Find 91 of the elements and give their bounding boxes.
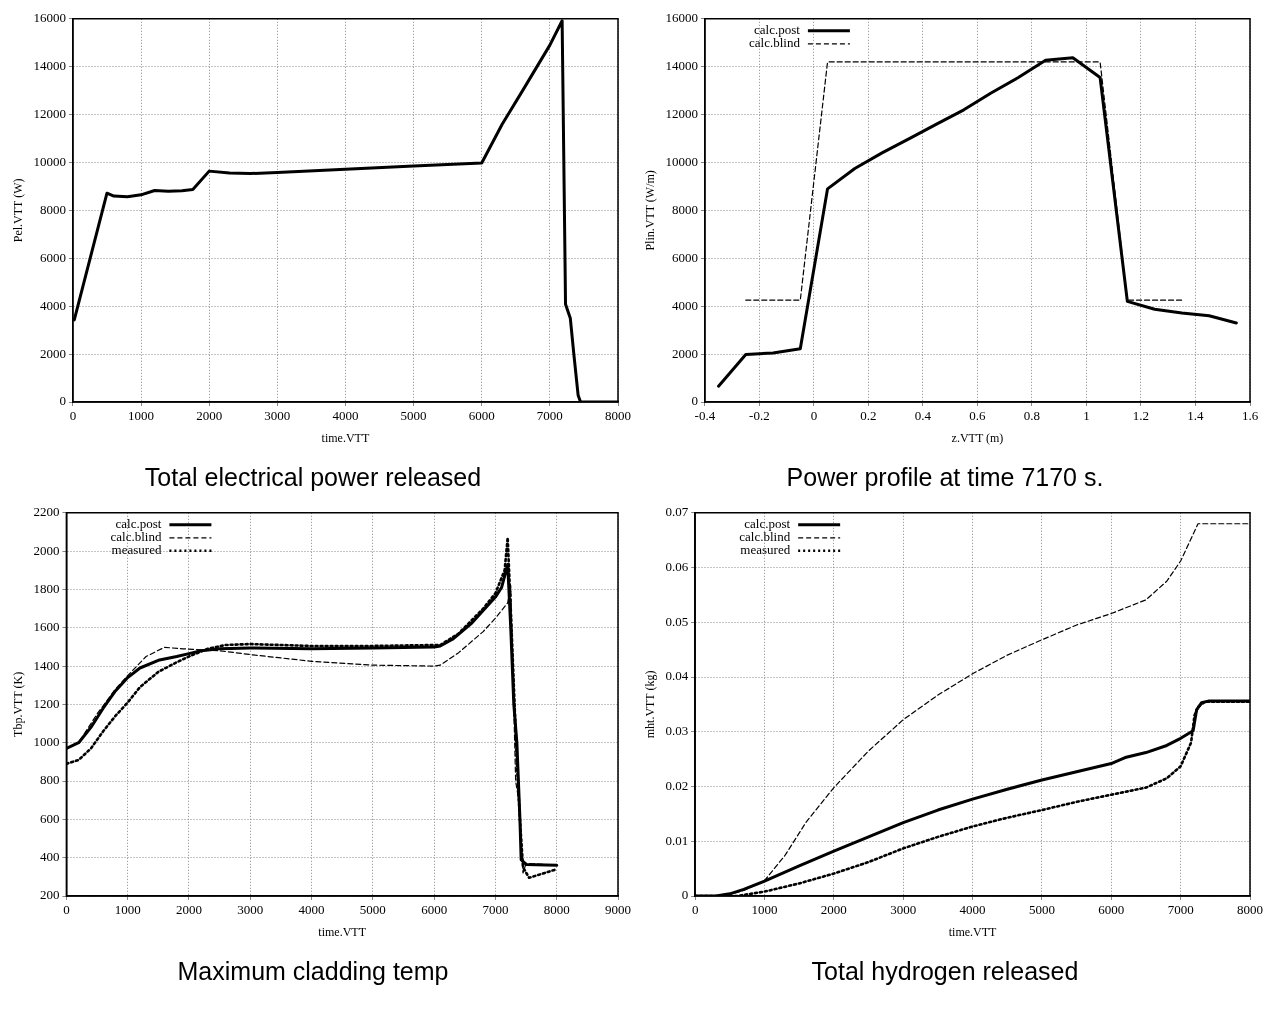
x-tick-label: 5000	[400, 408, 427, 424]
x-tick-label: 2000	[175, 902, 202, 918]
y-tick-label: 12000	[33, 106, 66, 122]
x-tick-label: 7000	[482, 902, 509, 918]
y-tick-label: 16000	[33, 10, 66, 26]
x-tick-label: 4000	[332, 408, 359, 424]
x-tick-label: 8000	[543, 902, 570, 918]
x-tick-label: 6000	[421, 902, 448, 918]
y-tick-label: 200	[39, 887, 60, 903]
text: Power profile at time 7170 s.	[786, 462, 1104, 491]
x-tick-label: 2000	[196, 408, 223, 424]
text: Total hydrogen released	[811, 956, 1079, 985]
y-tick-label: 600	[39, 810, 60, 826]
x-tick-label: 0.8	[1023, 408, 1041, 424]
y-tick-label: 0.05	[665, 613, 689, 629]
y-tick-label: 10000	[33, 153, 66, 169]
text: Maximum cladding temp	[177, 956, 449, 985]
x-tick-label: 1000	[128, 408, 155, 424]
y-tick-label: 0.07	[665, 504, 689, 520]
y-tick-label: 2000	[671, 345, 698, 361]
x-tick-label: 4000	[959, 902, 986, 918]
legend-label: measured	[740, 542, 791, 558]
x-tick-label: 0.6	[969, 408, 987, 424]
x-tick-label: -0.2	[749, 408, 770, 424]
x-tick-label: 1000	[751, 902, 778, 918]
x-tick-label: 0	[810, 408, 818, 424]
y-tick-label: 6000	[671, 249, 698, 265]
legend-label: calc.post	[754, 22, 801, 38]
x-tick-label: 4000	[298, 902, 325, 918]
x-tick-label: 9000	[605, 902, 631, 918]
y-tick-label: 0	[59, 393, 66, 409]
y-tick-label: 2200	[33, 504, 60, 520]
y-tick-label: 1400	[33, 657, 60, 673]
y-tick-label: 1200	[33, 695, 60, 711]
x-tick-label: 1.6	[1241, 408, 1259, 424]
y-tick-label: 14000	[33, 58, 66, 74]
y-tick-label: 400	[39, 849, 60, 865]
y-axis-title: Pel.VTT (W)	[11, 178, 26, 243]
y-tick-label: 800	[39, 772, 60, 788]
legend-label: calc.post	[744, 516, 791, 532]
y-tick-label: 8000	[671, 201, 698, 217]
y-tick-label: 10000	[665, 153, 698, 169]
x-tick-label: 7000	[1167, 902, 1194, 918]
x-tick-label: 1	[1083, 408, 1090, 424]
y-tick-label: 16000	[665, 10, 698, 26]
x-tick-label: 6000	[1098, 902, 1125, 918]
legend-label: calc.post	[115, 516, 162, 532]
y-axis-title: mht.VTT (kg)	[643, 670, 658, 739]
y-tick-label: 6000	[39, 249, 66, 265]
x-tick-label: 0	[69, 408, 77, 424]
x-tick-label: 6000	[468, 408, 495, 424]
x-tick-label: 8000	[1237, 902, 1263, 918]
y-tick-label: 0	[681, 887, 689, 903]
x-tick-label: 8000	[605, 408, 631, 424]
legend-label: measured	[111, 542, 162, 558]
x-tick-label: 5000	[359, 902, 386, 918]
x-tick-label: -0.4	[694, 408, 716, 424]
y-tick-label: 0.04	[665, 668, 689, 684]
x-tick-label: 3000	[264, 408, 291, 424]
y-tick-label: 0.02	[665, 777, 689, 793]
x-axis-title: time.VTT	[321, 430, 370, 445]
y-tick-label: 0	[691, 393, 698, 409]
y-axis-title: Plin.VTT (W/m)	[643, 170, 658, 251]
y-tick-label: 1000	[33, 734, 60, 750]
y-tick-label: 0.06	[665, 558, 689, 574]
x-tick-label: 3000	[237, 902, 264, 918]
x-tick-label: 1000	[114, 902, 141, 918]
x-axis-title: z.VTT (m)	[951, 430, 1004, 445]
x-tick-label: 2000	[820, 902, 847, 918]
y-tick-label: 1800	[33, 580, 60, 596]
y-tick-label: 8000	[39, 201, 66, 217]
y-axis-title: Tbp.VTT (K)	[11, 671, 26, 737]
x-axis-title: time.VTT	[318, 924, 367, 939]
x-tick-label: 7000	[536, 408, 563, 424]
x-tick-label: 0.2	[860, 408, 877, 424]
y-tick-label: 4000	[39, 297, 66, 313]
x-tick-label: 5000	[1028, 902, 1055, 918]
text: Total electrical power released	[144, 462, 482, 491]
y-tick-label: 14000	[665, 58, 698, 74]
y-tick-label: 2000	[39, 345, 66, 361]
x-tick-label: 1.4	[1187, 408, 1205, 424]
x-axis-title: time.VTT	[948, 924, 998, 939]
x-tick-label: 1.2	[1132, 408, 1150, 424]
y-tick-label: 1600	[33, 619, 60, 635]
y-tick-label: 0.03	[665, 723, 689, 739]
y-tick-label: 0.01	[665, 832, 689, 848]
x-tick-label: 3000	[890, 902, 917, 918]
y-tick-label: 12000	[665, 106, 698, 122]
y-tick-label: 4000	[671, 297, 698, 313]
x-tick-label: 0.4	[914, 408, 932, 424]
y-tick-label: 2000	[33, 542, 60, 558]
